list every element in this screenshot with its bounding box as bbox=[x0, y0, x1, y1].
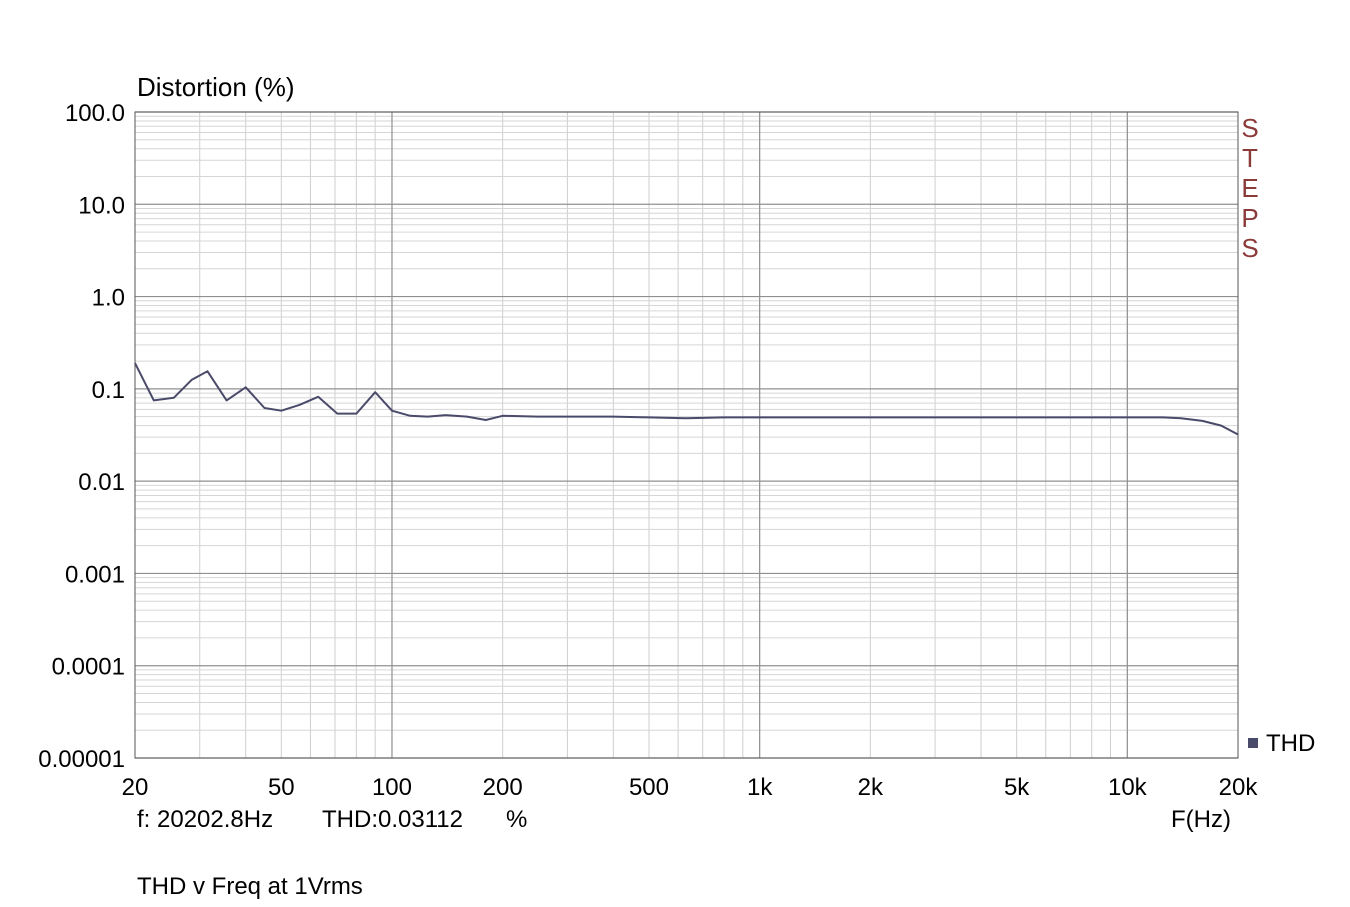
y-tick-label: 10.0 bbox=[78, 192, 125, 219]
x-tick-label: 500 bbox=[629, 774, 669, 801]
brand-letter: E bbox=[1241, 173, 1258, 203]
y-tick-label: 100.0 bbox=[65, 100, 125, 127]
readout-thd: THD:0.03112 bbox=[322, 806, 463, 833]
caption: THD v Freq at 1Vrms bbox=[137, 873, 363, 900]
y-tick-label: 0.00001 bbox=[38, 746, 125, 773]
x-tick-label: 20k bbox=[1219, 774, 1259, 801]
x-axis-title: F(Hz) bbox=[1171, 806, 1231, 833]
y-tick-labels: 100.0 10.0 1.0 0.1 0.01 0.001 0.0001 0.00001 bbox=[38, 100, 125, 773]
y-axis-title: Distortion (%) bbox=[137, 72, 295, 102]
readout-frequency: f: 20202.8Hz bbox=[137, 806, 274, 833]
minor-y-gridlines bbox=[135, 115, 1238, 731]
y-tick-label: 0.0001 bbox=[52, 654, 125, 681]
y-tick-label: 0.1 bbox=[92, 377, 125, 404]
x-tick-label: 10k bbox=[1108, 774, 1148, 801]
brand-letter: T bbox=[1242, 143, 1258, 173]
y-tick-label: 0.001 bbox=[65, 561, 125, 588]
x-tick-label: 1k bbox=[747, 774, 773, 801]
major-x-gridlines bbox=[391, 112, 1128, 758]
series-layer bbox=[134, 362, 1239, 436]
brand-letter: P bbox=[1241, 203, 1258, 233]
x-tick-label: 5k bbox=[1004, 774, 1030, 801]
y-tick-label: 0.01 bbox=[78, 469, 125, 496]
x-tick-label: 100 bbox=[372, 774, 412, 801]
brand-letter: S bbox=[1241, 233, 1258, 263]
series-line-thd bbox=[134, 362, 1239, 436]
x-tick-label: 2k bbox=[858, 774, 884, 801]
y-tick-label: 1.0 bbox=[92, 285, 125, 312]
plot-frame bbox=[134, 111, 1239, 759]
x-tick-label: 50 bbox=[268, 774, 295, 801]
x-tick-labels: 20 50 100 200 500 1k 2k 5k 10k 20k bbox=[122, 774, 1259, 801]
brand-letter: S bbox=[1241, 113, 1258, 143]
legend-label: THD bbox=[1266, 730, 1316, 757]
readout-unit: % bbox=[506, 806, 528, 833]
x-tick-label: 20 bbox=[122, 774, 149, 801]
x-tick-label: 200 bbox=[483, 774, 523, 801]
legend-marker bbox=[1248, 738, 1258, 748]
